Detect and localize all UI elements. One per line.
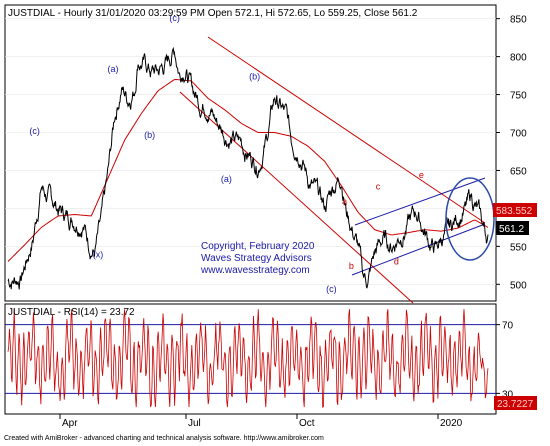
rsi-y-tick-label: 30: [502, 389, 514, 400]
wave-label: (a): [108, 64, 119, 74]
rsi-value-box: 23.7227: [494, 396, 537, 410]
x-tick-label: Jul: [188, 418, 201, 429]
rsi-label: JUSTDIAL - RSI(14) = 23.72: [8, 307, 135, 318]
moving-average-line: [7, 78, 489, 262]
copyright-line-3: www.wavesstrategy.com: [200, 265, 310, 276]
chart-title: JUSTDIAL - Hourly 31/01/2020 03:29:59 PM…: [8, 8, 418, 19]
blue-channel-upper: [354, 177, 486, 226]
rsi-panel: 30 70 JUSTDIAL - RSI(14) = 23.72 23.7227: [4, 303, 537, 415]
x-tick-label: Oct: [299, 418, 315, 429]
price-y-axis: 500550600650700750800850: [496, 15, 527, 291]
red-channel-upper: [207, 36, 486, 224]
rsi-value-box-bg: [494, 396, 537, 410]
rsi-y-axis: 30 70: [496, 321, 514, 400]
price-y-tick-label: 850: [510, 15, 527, 26]
x-tick-label: 2020: [440, 418, 463, 429]
price-y-tick-label: 700: [510, 129, 527, 140]
wave-label: A: [172, 0, 178, 2]
price-panel: 500550600650700750800850 A(c)(a)(b)(c)(x…: [4, 0, 537, 304]
wave-label: (x): [93, 250, 104, 260]
copyright-block: Copyright, February 2020 Waves Strategy …: [200, 241, 315, 276]
ma-value-box: 583.552: [493, 203, 537, 217]
footer-text: Created with AmiBroker - advanced charti…: [4, 435, 324, 442]
blue-channel-lower: [351, 223, 486, 276]
price-value-box-bg: [496, 221, 529, 235]
wave-label: (b): [249, 71, 260, 81]
rsi-value-box-label: 23.7227: [497, 399, 534, 410]
wave-label: (c): [169, 13, 180, 23]
price-grid: [5, 18, 496, 285]
price-y-tick-label: 500: [510, 280, 527, 291]
rsi-line: [7, 309, 489, 408]
copyright-line-2: Waves Strategy Advisors: [201, 253, 312, 264]
price-y-tick-label: 800: [510, 53, 527, 64]
price-value-box-label: 561.2: [499, 224, 524, 235]
price-y-tick-label: 550: [510, 242, 527, 253]
copyright-line-1: Copyright, February 2020: [201, 241, 315, 252]
wave-label: e: [419, 170, 424, 180]
price-y-tick-label: 650: [510, 166, 527, 177]
wave-labels: A (c) (a) (b) (c) (x) (b) (a) (c) a b c d e: [29, 0, 423, 294]
wave-label: d: [394, 257, 399, 267]
wave-label: (c): [29, 126, 40, 136]
wave-label: (b): [144, 130, 155, 140]
rsi-y-tick-label: 70: [502, 321, 514, 332]
x-tick-label: Apr: [62, 418, 78, 429]
wave-label: (c): [326, 284, 337, 294]
wave-label: (a): [221, 174, 232, 184]
wave-label: c: [376, 181, 381, 191]
price-line: [7, 46, 489, 290]
highlight-ellipse: [445, 177, 495, 261]
price-value-box: 561.2: [496, 221, 529, 235]
ma-value-box-bg: [493, 203, 537, 217]
x-axis: Apr Jul Oct 2020: [59, 414, 463, 429]
wave-label: a: [342, 197, 347, 207]
wave-label: b: [349, 261, 354, 271]
price-y-tick-label: 750: [510, 91, 527, 102]
ma-value-box-label: 583.552: [496, 206, 533, 217]
